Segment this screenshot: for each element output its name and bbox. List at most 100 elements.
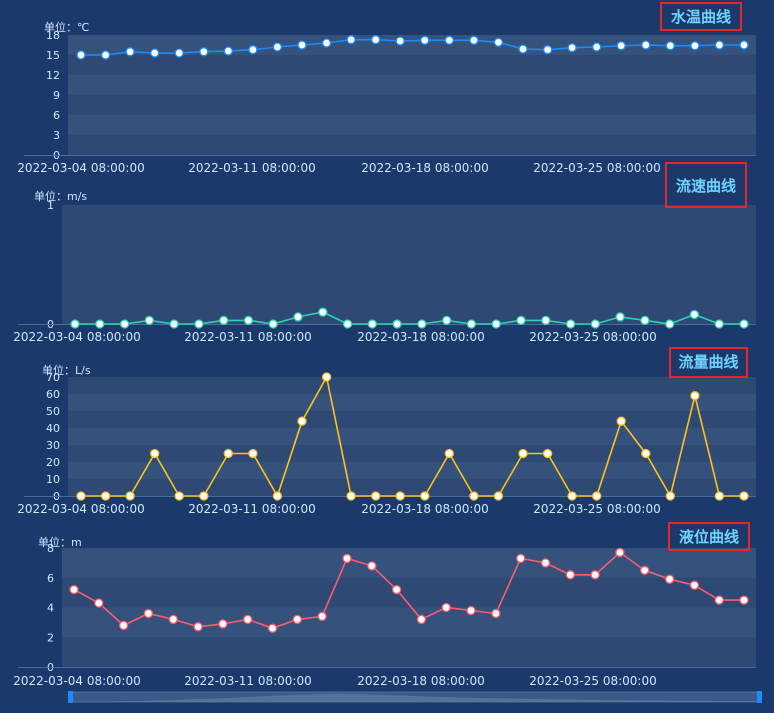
data-point bbox=[174, 48, 184, 58]
plot-band bbox=[68, 462, 756, 479]
y-tick-label: 30 bbox=[46, 439, 60, 452]
data-point bbox=[567, 43, 577, 53]
data-point bbox=[516, 553, 526, 564]
plot-band bbox=[68, 428, 756, 445]
data-point bbox=[466, 319, 477, 329]
y-tick-label: 50 bbox=[46, 405, 60, 418]
data-point bbox=[714, 319, 724, 329]
data-point bbox=[665, 41, 675, 51]
data-point bbox=[641, 448, 651, 459]
data-point bbox=[346, 35, 356, 45]
data-point bbox=[664, 574, 675, 584]
x-tick-label: 2022-03-04 08:00:00 bbox=[17, 502, 144, 516]
data-point bbox=[590, 570, 600, 580]
data-point bbox=[542, 45, 553, 55]
data-point bbox=[616, 41, 626, 51]
data-point bbox=[371, 35, 381, 45]
chart-title-flow-velocity: 流速曲线 bbox=[665, 162, 747, 208]
data-point bbox=[119, 319, 130, 329]
y-tick-label: 9 bbox=[53, 89, 60, 102]
plot-band bbox=[62, 205, 756, 324]
data-point bbox=[272, 42, 283, 52]
data-point bbox=[223, 448, 233, 459]
data-point bbox=[218, 619, 228, 629]
data-point bbox=[317, 611, 327, 622]
data-point bbox=[565, 319, 576, 329]
data-point bbox=[342, 319, 353, 329]
data-point bbox=[143, 608, 154, 619]
x-tick-label: 2022-03-25 08:00:00 bbox=[533, 161, 660, 175]
data-point bbox=[76, 491, 86, 501]
y-tick-label: 70 bbox=[46, 371, 60, 384]
zoom-slider-handle-left[interactable] bbox=[68, 691, 73, 703]
x-tick-label: 2022-03-11 08:00:00 bbox=[184, 674, 311, 688]
plot-band bbox=[62, 577, 756, 608]
y-tick-label: 6 bbox=[47, 572, 54, 585]
zoom-slider-handle-right[interactable] bbox=[757, 691, 762, 703]
data-point bbox=[493, 37, 504, 47]
data-point bbox=[690, 391, 700, 401]
data-point bbox=[739, 595, 749, 605]
data-point bbox=[199, 47, 209, 57]
data-point bbox=[248, 45, 258, 55]
data-point bbox=[420, 491, 430, 501]
data-point bbox=[169, 319, 179, 329]
data-point bbox=[321, 372, 332, 382]
data-point bbox=[150, 48, 160, 58]
data-point bbox=[665, 319, 675, 329]
data-point bbox=[493, 491, 504, 501]
plot-band bbox=[68, 479, 756, 496]
series-line bbox=[81, 38, 744, 56]
x-tick-label: 2022-03-04 08:00:00 bbox=[17, 161, 144, 175]
y-tick-label: 3 bbox=[53, 129, 60, 142]
data-point bbox=[516, 315, 526, 326]
chart-title-liquid-level: 液位曲线 bbox=[668, 522, 750, 551]
data-point bbox=[174, 491, 184, 501]
x-tick-label: 2022-03-25 08:00:00 bbox=[533, 502, 660, 516]
series-line bbox=[75, 311, 744, 325]
data-point bbox=[491, 608, 501, 619]
data-point bbox=[714, 491, 725, 501]
data-point bbox=[518, 448, 528, 459]
series-line bbox=[81, 374, 744, 499]
data-point bbox=[689, 580, 700, 590]
data-point bbox=[444, 35, 454, 45]
plot-band bbox=[68, 411, 756, 428]
data-point bbox=[297, 40, 307, 50]
x-tick-label: 2022-03-11 08:00:00 bbox=[188, 502, 315, 516]
data-point bbox=[95, 319, 105, 329]
data-point bbox=[150, 448, 160, 459]
data-point bbox=[395, 36, 405, 46]
unit-label-liquid-level: 单位：m bbox=[38, 536, 82, 549]
plot-band bbox=[62, 637, 756, 667]
chart-title-water-temp: 水温曲线 bbox=[660, 2, 742, 31]
data-point bbox=[592, 491, 602, 501]
data-point bbox=[444, 448, 454, 459]
zoom-slider-preview bbox=[70, 693, 760, 702]
data-point bbox=[293, 312, 303, 322]
data-point bbox=[392, 319, 402, 329]
data-point bbox=[441, 602, 451, 613]
x-tick-label: 2022-03-11 08:00:00 bbox=[188, 161, 315, 175]
unit-label-water-temp: 单位：℃ bbox=[44, 21, 90, 34]
y-tick-label: 18 bbox=[46, 29, 60, 42]
data-point bbox=[690, 41, 700, 51]
y-tick-label: 8 bbox=[47, 542, 54, 555]
data-point bbox=[665, 491, 675, 501]
data-point bbox=[342, 553, 352, 564]
y-tick-label: 6 bbox=[53, 109, 60, 122]
data-point bbox=[125, 47, 135, 57]
unit-label-flow-rate: 单位：L/s bbox=[42, 364, 91, 377]
data-point bbox=[144, 315, 154, 326]
data-point bbox=[442, 315, 452, 326]
x-tick-label: 2022-03-18 08:00:00 bbox=[357, 674, 484, 688]
data-point bbox=[267, 623, 278, 633]
data-point bbox=[640, 565, 650, 575]
data-point bbox=[466, 605, 476, 616]
data-point bbox=[739, 40, 749, 50]
y-tick-label: 2 bbox=[47, 631, 54, 644]
data-point bbox=[367, 561, 377, 571]
data-point bbox=[243, 315, 254, 326]
plot-band bbox=[68, 394, 756, 411]
